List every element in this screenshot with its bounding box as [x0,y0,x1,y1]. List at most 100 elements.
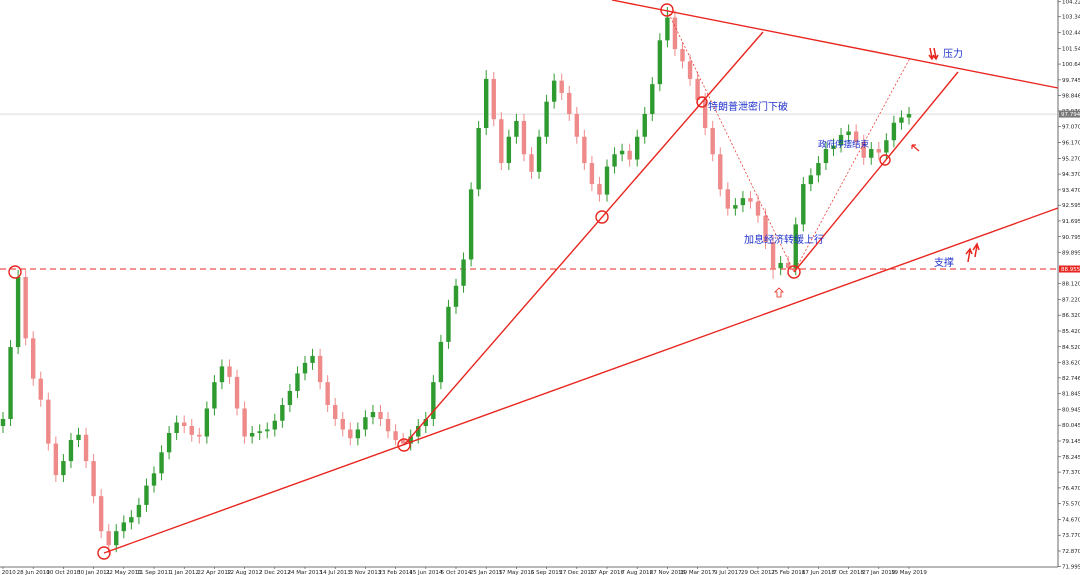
candle-body [853,131,859,142]
candle-body [0,418,6,426]
candle-body [876,149,881,153]
candle-body [53,443,59,476]
x-tick-label: 19 Mar 2017 [680,570,715,575]
candle-body [355,429,361,439]
candle-body [733,205,738,209]
candle-body [619,150,625,155]
marker-circle [595,210,609,224]
candle-body [665,17,670,41]
candle-body [718,154,723,190]
candle-body [589,163,595,185]
x-tick-label: 17 Apr 2016 [590,570,625,575]
y-tick-label: 88.120 [1062,282,1080,288]
x-tick-label: 27 Nov 2016 [650,570,686,575]
y-tick-label: 85.420 [1062,329,1080,335]
y-tick-label: 75.570 [1062,502,1080,508]
candle-body [189,426,194,435]
candle-body [129,517,134,523]
y-tick-label: 97.070 [1062,125,1080,131]
candle-body [287,390,293,405]
candle-body [257,431,262,434]
candle-body [197,434,202,437]
candle-body [400,440,406,444]
y-tick-label: 90.795 [1062,235,1080,241]
candle-body [884,140,889,153]
channel-line [793,57,911,273]
candle-body [823,149,829,164]
candle-body [385,418,391,432]
candle-body [317,355,323,383]
candle-body [310,355,315,363]
x-tick-label: 25 Feb 2018 [771,570,806,575]
candle-body [514,120,519,137]
candle-body [476,127,481,190]
pointer-arrow [911,144,920,152]
hollow-arrow [774,287,784,298]
y-tick-label: 76.470 [1062,486,1080,492]
candle-body [38,378,43,400]
x-tick-label: 30 Jan 2011 [77,570,110,575]
x-tick-label: 24 Mar 2013 [288,570,323,575]
y-tick-label: 98.846 [1062,94,1080,100]
candle-body [808,175,814,185]
candle-body [348,429,353,439]
x-tick-label: 27 Dec 2015 [559,570,595,575]
candle-body [174,422,179,434]
y-tick-label: 91.695 [1062,219,1080,225]
y-tick-label: 95.270 [1062,156,1080,162]
y-tick-label: 89.895 [1062,251,1080,257]
candle-body [506,136,512,164]
candle-body [899,117,904,123]
y-tick-label: 78.245 [1062,455,1080,461]
candle-body [672,17,678,50]
candle-body [838,134,844,146]
candle-body [121,522,126,532]
candle-body [687,61,693,79]
x-tick-label: 17 May 2015 [498,570,534,575]
x-tick-label: 2 Dec 2012 [259,570,291,575]
candle-body [31,338,36,379]
candle-body [544,101,549,137]
y-tick-label: 80.045 [1062,423,1080,429]
candle-body [204,408,210,437]
candle-body [76,434,81,441]
y-tick-label: 72.870 [1062,549,1080,555]
uptrend-line [793,71,959,273]
candle-body [8,347,13,419]
candle-body [710,127,715,155]
candle-body [755,201,761,216]
y-tick-label: 96.170 [1062,141,1080,147]
down-arrows [928,47,939,61]
candle-body [363,417,368,430]
candle-body [582,136,587,164]
candle-body [499,119,504,164]
candle-body [793,224,798,269]
y-tick-label: 84.520 [1062,345,1080,351]
y-tick-label: 86.320 [1062,313,1080,319]
candle-body [325,382,330,405]
candle-body [559,80,564,93]
y-tick-label: 83.620 [1062,361,1080,367]
candle-body [431,382,436,419]
x-tick-label: 25 Jan 2015 [470,570,503,575]
candle-body [680,49,685,62]
y-tick-label: 73.770 [1062,533,1080,539]
y-tick-label: 101.545 [1062,46,1080,52]
candle-body [635,136,640,160]
candle-body [408,436,413,444]
candle-body [295,373,300,391]
candle-body [891,122,897,141]
candle-body [114,531,119,546]
y-tick-label: 80.945 [1062,407,1080,413]
x-tick-label: 11 Sep 2011 [137,570,172,575]
candle-body [61,461,66,476]
y-tick-label: 104.220 [1062,0,1080,5]
resistance-line [611,0,1059,89]
candle-body [536,136,542,172]
y-tick-label: 79.145 [1062,439,1080,445]
candle-body [521,120,527,155]
x-tick-label: 3 Nov 2013 [350,570,382,575]
x-tick-label: 7 Aug 2016 [621,570,653,575]
annotation: 加息经济转缓上行 [744,233,824,246]
candle-body [763,215,768,242]
